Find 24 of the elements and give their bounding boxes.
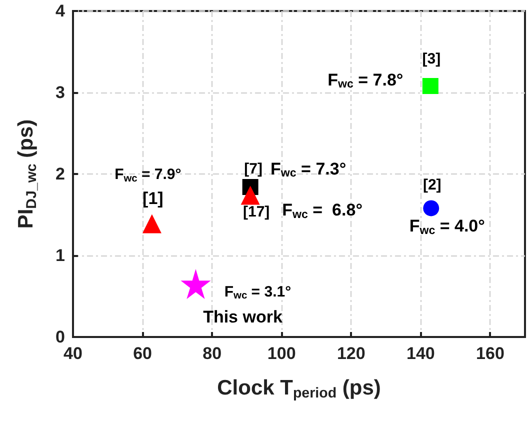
annotation: [17] [242,204,270,221]
annotation: [2] [422,176,442,194]
x-tick-label: 40 [64,344,82,363]
y-tick-label: 0 [56,328,65,346]
point [240,186,260,205]
x-tick-label: 160 [476,344,504,363]
annotation: [7] [244,160,262,178]
x-tick-label: 80 [202,344,222,363]
point [422,78,438,94]
annotation: [1] [142,189,164,208]
point [423,200,440,216]
annotation: This work [203,308,283,327]
point [180,269,211,300]
y-tick-label: 2 [56,164,65,184]
y-tick-label: 4 [56,2,66,20]
x-tick-label: 60 [133,344,152,363]
annotation: [3] [422,50,441,68]
y-tick-label: 3 [56,83,65,102]
y-axis-title: PIDJ_wc (ps) [14,119,40,229]
point [142,214,162,234]
x-tick-label: 100 [267,344,296,363]
x-tick-label: 120 [336,344,366,363]
y-tick-label: 1 [56,246,65,265]
x-tick-label: 140 [406,344,435,363]
